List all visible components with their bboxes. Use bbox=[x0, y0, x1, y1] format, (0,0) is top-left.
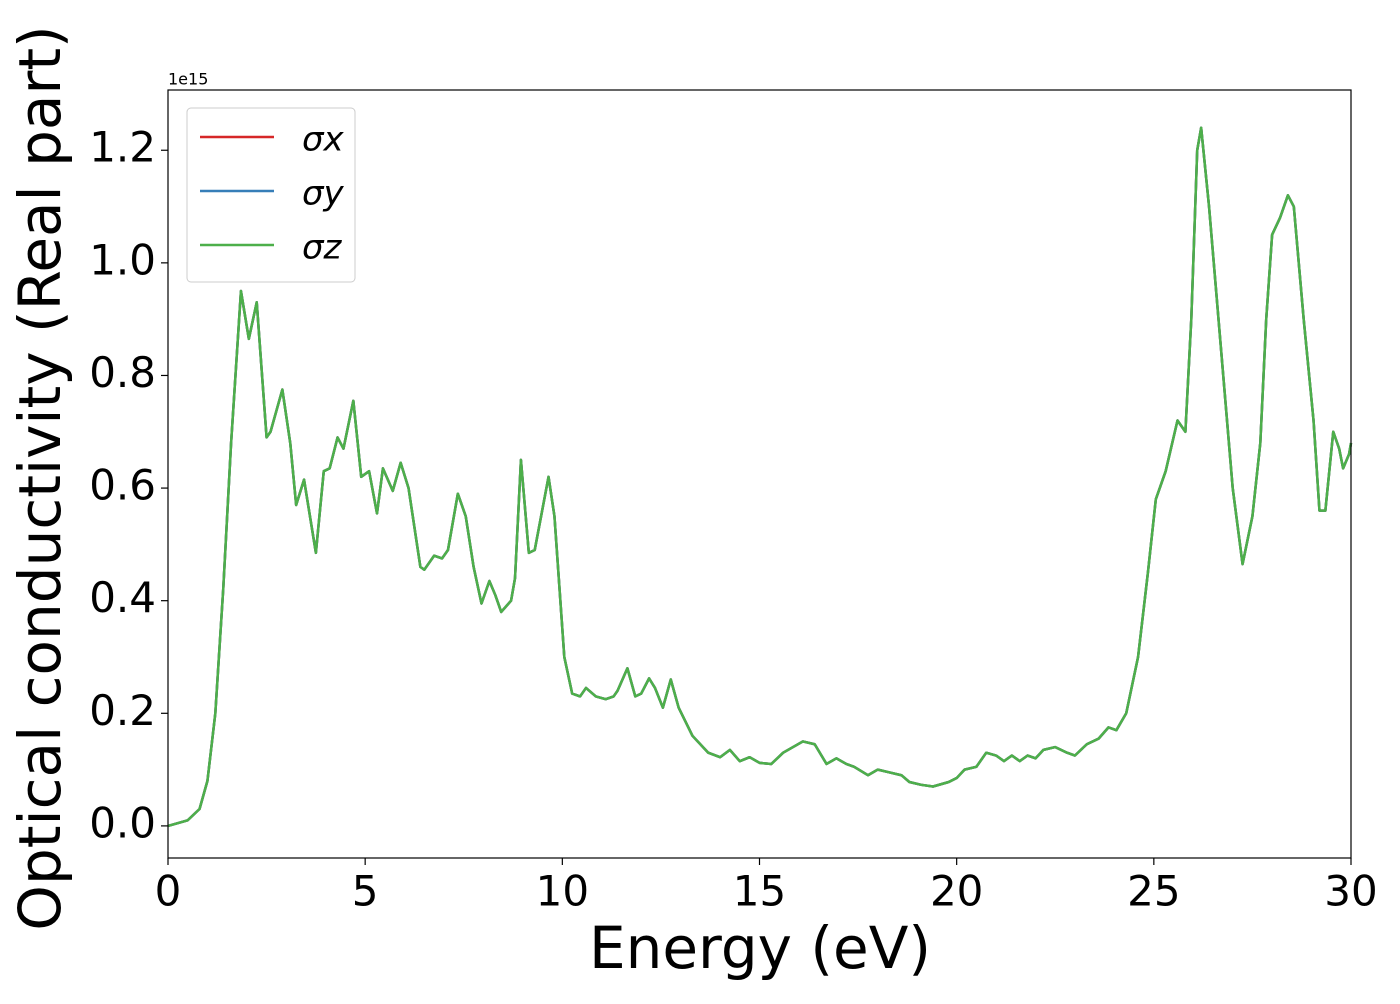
y-tick-label: 0.8 bbox=[89, 348, 156, 397]
y-axis-label: Optical conductivity (Real part) bbox=[6, 25, 74, 930]
x-tick-label: 20 bbox=[930, 867, 983, 916]
x-tick-label: 25 bbox=[1127, 867, 1180, 916]
y-tick-label: 1.0 bbox=[89, 235, 156, 284]
x-tick-label: 30 bbox=[1324, 867, 1377, 916]
legend-label: σz bbox=[302, 228, 343, 268]
x-tick-label: 15 bbox=[733, 867, 786, 916]
x-tick-label: 0 bbox=[155, 867, 182, 916]
offset-text: 1e15 bbox=[168, 70, 208, 89]
legend: σx σy σz bbox=[186, 107, 356, 283]
legend-label: σx bbox=[302, 120, 345, 160]
legend-label: σy bbox=[302, 174, 345, 214]
plot-frame bbox=[167, 89, 1352, 859]
legend-box bbox=[186, 107, 356, 283]
x-tick-label: 10 bbox=[536, 867, 589, 916]
y-tick-label: 0.0 bbox=[89, 798, 156, 847]
y-tick-label: 0.4 bbox=[89, 573, 156, 622]
y-tick-label: 1.2 bbox=[89, 123, 156, 172]
x-tick-label: 5 bbox=[352, 867, 379, 916]
y-tick-label: 0.2 bbox=[89, 686, 156, 735]
series-line bbox=[167, 126, 1353, 828]
x-axis-label: Energy (eV) bbox=[589, 914, 931, 982]
y-tick-label: 0.6 bbox=[89, 461, 156, 510]
